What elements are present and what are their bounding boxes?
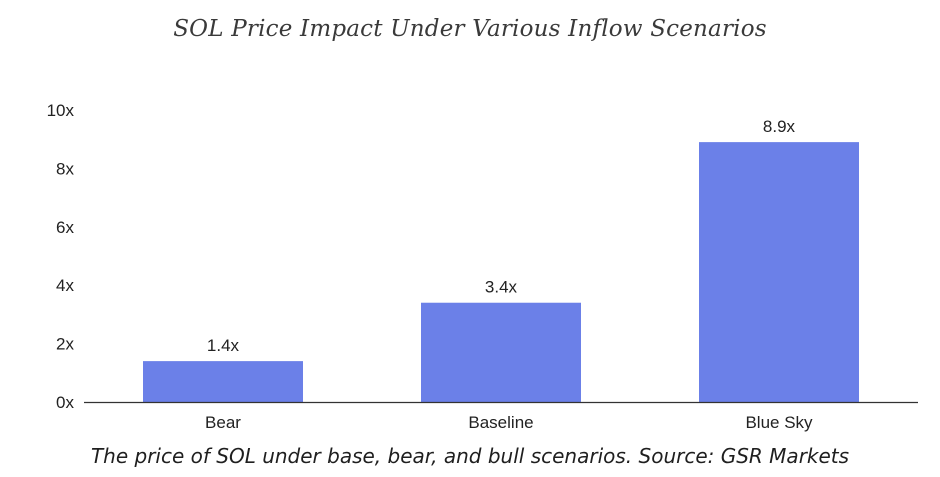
y-tick-label: 4x: [56, 276, 74, 295]
bar: [421, 302, 581, 402]
x-tick-label: Bear: [205, 413, 241, 432]
bar-value-label: 8.9x: [763, 117, 796, 136]
y-tick-label: 0x: [56, 393, 74, 412]
x-axis: Bear Baseline Blue Sky: [205, 413, 813, 432]
bar-value-label: 1.4x: [207, 336, 240, 355]
y-tick-label: 6x: [56, 218, 74, 237]
chart-caption: The price of SOL under base, bear, and b…: [90, 444, 850, 468]
bars-group: [143, 142, 859, 402]
bar-value-label: 3.4x: [485, 278, 518, 297]
x-tick-label: Baseline: [468, 413, 533, 432]
x-tick-label: Blue Sky: [745, 413, 813, 432]
bar: [143, 361, 303, 402]
y-tick-label: 8x: [56, 159, 74, 178]
y-tick-label: 10x: [47, 101, 75, 120]
y-tick-label: 2x: [56, 335, 74, 354]
bar: [699, 142, 859, 402]
chart-title: SOL Price Impact Under Various Inflow Sc…: [173, 16, 767, 42]
data-labels-group: 1.4x 3.4x 8.9x: [207, 117, 796, 355]
y-axis: 0x 2x 4x 6x 8x 10x: [47, 101, 75, 412]
